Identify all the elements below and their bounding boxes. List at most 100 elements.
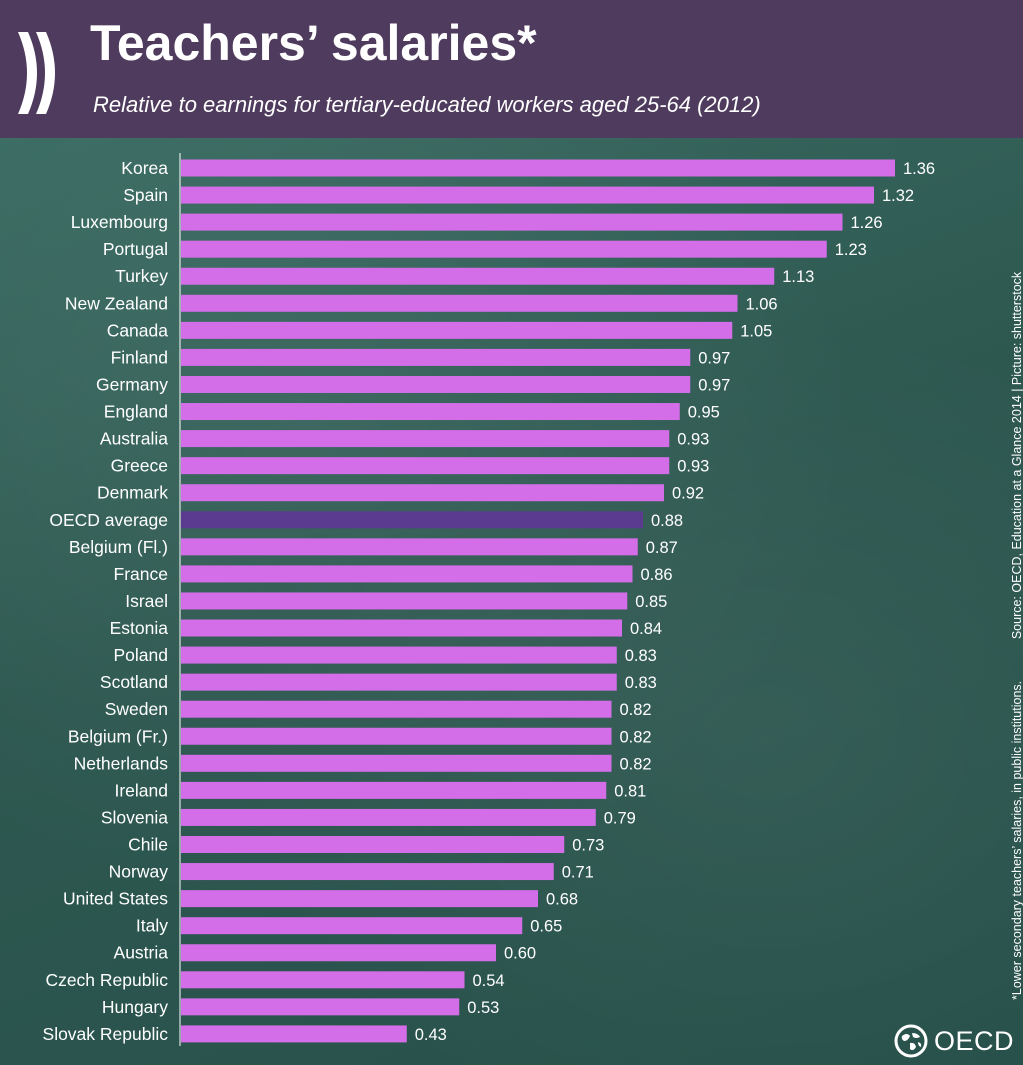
bar-united-states (181, 890, 538, 908)
value-label: 0.68 (546, 891, 578, 909)
value-label: 0.81 (614, 782, 646, 800)
category-label: France (114, 564, 168, 584)
value-label: 0.84 (630, 620, 662, 638)
bar-denmark (181, 484, 664, 502)
logo-text: OECD (934, 1026, 1015, 1056)
category-label: Estonia (110, 618, 169, 638)
bar-greece (181, 457, 670, 475)
bar-hungary (181, 998, 460, 1016)
bar-austria (181, 944, 496, 962)
bar-australia (181, 430, 670, 448)
value-label: 0.60 (504, 945, 536, 963)
value-label: 0.43 (415, 1026, 447, 1044)
bar-finland (181, 348, 691, 366)
bar-england (181, 403, 680, 421)
value-label: 0.73 (572, 837, 604, 855)
bar-poland (181, 646, 617, 664)
value-label: 1.13 (782, 268, 814, 286)
bar-luxembourg (181, 213, 843, 231)
bar-czech-republic (181, 971, 465, 989)
category-label: Poland (114, 645, 169, 665)
oecd-chevrons-icon (18, 32, 55, 114)
category-label: New Zealand (65, 293, 168, 313)
value-label: 1.23 (835, 241, 867, 259)
bar-slovenia (181, 808, 596, 826)
side-note: *Lower secondary teachers’ salaries, in … (1010, 272, 1023, 1000)
category-label: Greece (111, 456, 168, 476)
bar-oecd-average (181, 511, 643, 529)
value-label: 1.26 (851, 214, 883, 232)
value-label: 1.36 (903, 160, 935, 178)
category-label: Slovak Republic (43, 1024, 169, 1044)
category-label: Denmark (97, 483, 168, 503)
category-label: Israel (125, 591, 168, 611)
category-label: Slovenia (101, 807, 168, 827)
bar-slovak-republic (181, 1025, 407, 1043)
value-label: 0.97 (698, 349, 730, 367)
bar-estonia (181, 619, 622, 637)
source-note: Source: OECD, Education at a Glance 2014… (1010, 271, 1023, 640)
bar-chile (181, 836, 565, 853)
value-label: 0.82 (620, 755, 652, 773)
category-label: Scotland (100, 672, 168, 692)
value-label: 0.92 (672, 485, 704, 503)
value-label: 0.93 (677, 431, 709, 449)
page-title: Teachers’ salaries* (90, 15, 537, 71)
category-label: Austria (114, 943, 169, 963)
category-label: OECD average (49, 510, 168, 530)
bar-israel (181, 592, 628, 610)
category-label: Finland (111, 347, 168, 367)
category-label: Norway (109, 862, 169, 882)
page-subtitle: Relative to earnings for tertiary-educat… (93, 92, 761, 117)
oecd-logo: OECD (894, 1023, 1018, 1059)
bar-belgium-fr (181, 727, 612, 745)
value-label: 0.88 (651, 512, 683, 530)
category-label: Belgium (Fl.) (69, 537, 168, 557)
bar-sweden (181, 700, 612, 718)
value-label: 0.83 (625, 674, 657, 692)
category-label: Hungary (102, 997, 168, 1017)
category-label: Czech Republic (45, 970, 168, 990)
category-label: Germany (96, 374, 168, 394)
value-label: 1.05 (740, 322, 772, 340)
value-label: 0.93 (677, 458, 709, 476)
header-banner: Teachers’ salaries* Relative to earnings… (0, 0, 1023, 138)
value-label: 0.87 (646, 539, 678, 557)
category-label: Luxembourg (71, 212, 168, 232)
bar-netherlands (181, 754, 612, 772)
category-label: Turkey (115, 266, 168, 286)
footnote: *Lower secondary teachers’ salaries, in … (1010, 680, 1023, 1000)
bar-canada (181, 321, 733, 339)
value-label: 0.86 (641, 566, 673, 584)
bar-scotland (181, 673, 617, 691)
category-label: United States (63, 889, 168, 909)
category-label: Canada (107, 320, 169, 340)
bar-turkey (181, 267, 775, 285)
category-label: Chile (128, 835, 168, 855)
bar-portugal (181, 240, 827, 258)
bar-ireland (181, 781, 607, 799)
value-label: 0.97 (698, 376, 730, 394)
category-label: Belgium (Fr.) (68, 726, 168, 746)
value-label: 0.54 (473, 972, 505, 990)
value-label: 0.82 (620, 728, 652, 746)
bar-norway (181, 863, 554, 881)
value-label: 0.65 (530, 918, 562, 936)
value-label: 0.71 (562, 864, 594, 882)
bar-italy (181, 917, 523, 935)
bar-france (181, 565, 633, 583)
value-label: 0.83 (625, 647, 657, 665)
value-label: 1.06 (746, 295, 778, 313)
category-label: Australia (100, 429, 168, 449)
value-label: 0.53 (467, 999, 499, 1017)
category-label: Ireland (114, 780, 168, 800)
bar-germany (181, 375, 691, 393)
value-label: 0.82 (620, 701, 652, 719)
category-label: Spain (123, 185, 168, 205)
bar-korea (181, 159, 895, 177)
value-label: 1.32 (882, 187, 914, 205)
bar-spain (181, 186, 874, 204)
category-label: Netherlands (74, 753, 169, 773)
